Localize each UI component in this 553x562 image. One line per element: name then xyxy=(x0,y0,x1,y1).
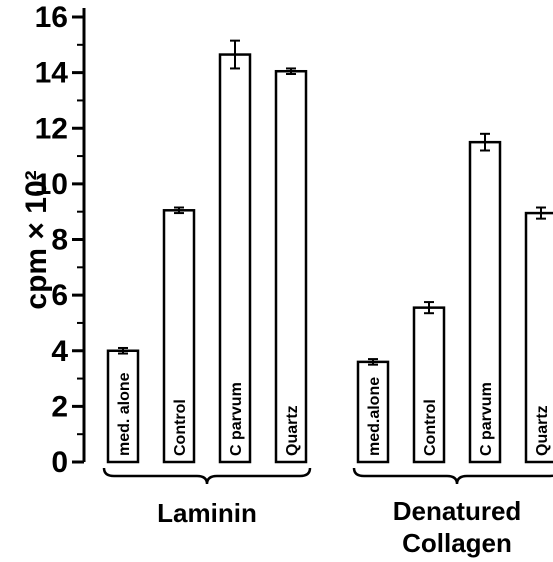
bar-label: med. alone xyxy=(116,372,133,456)
y-tick-label: 6 xyxy=(51,279,68,312)
bar-label: med.alone xyxy=(366,377,383,456)
y-tick-label: 0 xyxy=(51,446,68,479)
group-brace xyxy=(102,467,312,485)
y-axis-title: cpm × 10² xyxy=(20,170,53,309)
bar-label: C parvum xyxy=(228,382,245,456)
bar xyxy=(162,209,196,464)
y-tick-label: 4 xyxy=(51,335,68,368)
group-label: Denatured Collagen xyxy=(393,496,522,558)
bar-label: Quartz xyxy=(284,405,301,456)
bar xyxy=(218,53,252,464)
group-brace xyxy=(352,467,553,485)
bar xyxy=(356,360,390,464)
bar xyxy=(412,306,446,464)
bar xyxy=(274,69,308,464)
group-label: Laminin xyxy=(157,498,257,528)
y-tick-label: 10 xyxy=(35,168,68,201)
bar-label: C parvum xyxy=(478,382,495,456)
y-tick-label: 2 xyxy=(51,390,68,423)
bar-label: Quartz xyxy=(534,405,551,456)
y-tick-label: 8 xyxy=(51,224,68,257)
bar xyxy=(468,140,502,464)
bar-label: Control xyxy=(172,399,189,456)
y-tick-label: 12 xyxy=(35,112,68,145)
y-tick-label: 14 xyxy=(35,57,69,90)
bar xyxy=(524,211,553,464)
y-tick-label: 16 xyxy=(35,1,68,34)
bar-label: Control xyxy=(422,399,439,456)
